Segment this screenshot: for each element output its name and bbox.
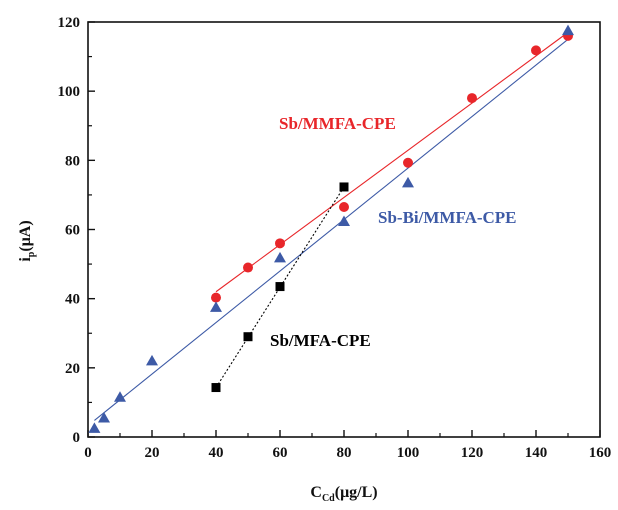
y-tick-label: 40 <box>65 292 80 308</box>
x-axis-title: CCd(μg/L) <box>310 484 377 504</box>
x-tick-label: 80 <box>337 445 352 461</box>
data-point-series-1 <box>274 251 286 263</box>
data-point-series-0 <box>467 93 477 104</box>
data-point-series-2 <box>339 182 349 192</box>
y-axis-title-rest: (μA) <box>17 220 34 251</box>
data-points <box>88 24 574 433</box>
x-tick-label: 20 <box>145 445 160 461</box>
y-tick-label: 60 <box>65 223 80 239</box>
x-tick-label: 40 <box>209 445 224 461</box>
series-label-sb-mmfa-cpe: Sb/MMFA-CPE <box>279 114 396 133</box>
data-point-series-0 <box>339 202 349 213</box>
x-tick-label: 100 <box>397 445 420 461</box>
y-tick-label: 0 <box>73 430 81 446</box>
data-point-series-1 <box>146 354 158 366</box>
y-tick-label: 120 <box>58 15 81 31</box>
data-point-series-2 <box>275 282 285 292</box>
axes <box>87 21 601 438</box>
data-point-series-0 <box>243 262 253 273</box>
x-axis-title-sub: Cd <box>322 493 335 504</box>
fit-line-1 <box>94 38 569 421</box>
fit-lines <box>94 31 569 421</box>
x-tick-label: 120 <box>461 445 484 461</box>
data-point-series-0 <box>403 157 413 168</box>
data-point-series-0 <box>275 238 285 249</box>
data-point-series-2 <box>211 383 221 393</box>
data-point-series-1 <box>88 422 101 433</box>
data-point-series-1 <box>402 176 414 188</box>
plot-frame <box>87 21 601 438</box>
x-axis-title-rest: (μg/L) <box>335 484 378 501</box>
data-point-series-1 <box>210 301 222 312</box>
y-axis-title: ip(μA) <box>17 220 37 261</box>
data-point-series-0 <box>211 292 221 303</box>
ticks: 0 20 40 60 80 100 120 140 160 0 20 40 60 80 100 120 <box>58 15 612 461</box>
y-tick-label: 100 <box>58 84 81 100</box>
data-point-series-1 <box>562 24 574 36</box>
data-point-series-0 <box>531 45 541 56</box>
data-point-series-1 <box>114 391 126 402</box>
y-axis-title-main: i <box>17 257 34 262</box>
x-tick-label: 60 <box>273 445 288 461</box>
series-label-sb-mfa-cpe: Sb/MFA-CPE <box>270 331 371 350</box>
x-tick-label: 140 <box>525 445 548 461</box>
x-tick-label: 0 <box>84 445 92 461</box>
series-label-sb-bi-mmfa-cpe: Sb-Bi/MMFA-CPE <box>378 208 517 227</box>
y-tick-label: 80 <box>65 153 80 169</box>
x-axis-title-main: C <box>310 484 322 501</box>
x-tick-label: 160 <box>589 445 612 461</box>
data-point-series-2 <box>243 332 253 342</box>
data-point-series-1 <box>98 411 110 423</box>
y-tick-label: 20 <box>65 361 80 377</box>
fit-line-0 <box>215 31 569 293</box>
y-axis-title-sub: p <box>26 251 37 257</box>
data-point-series-1 <box>338 215 350 227</box>
